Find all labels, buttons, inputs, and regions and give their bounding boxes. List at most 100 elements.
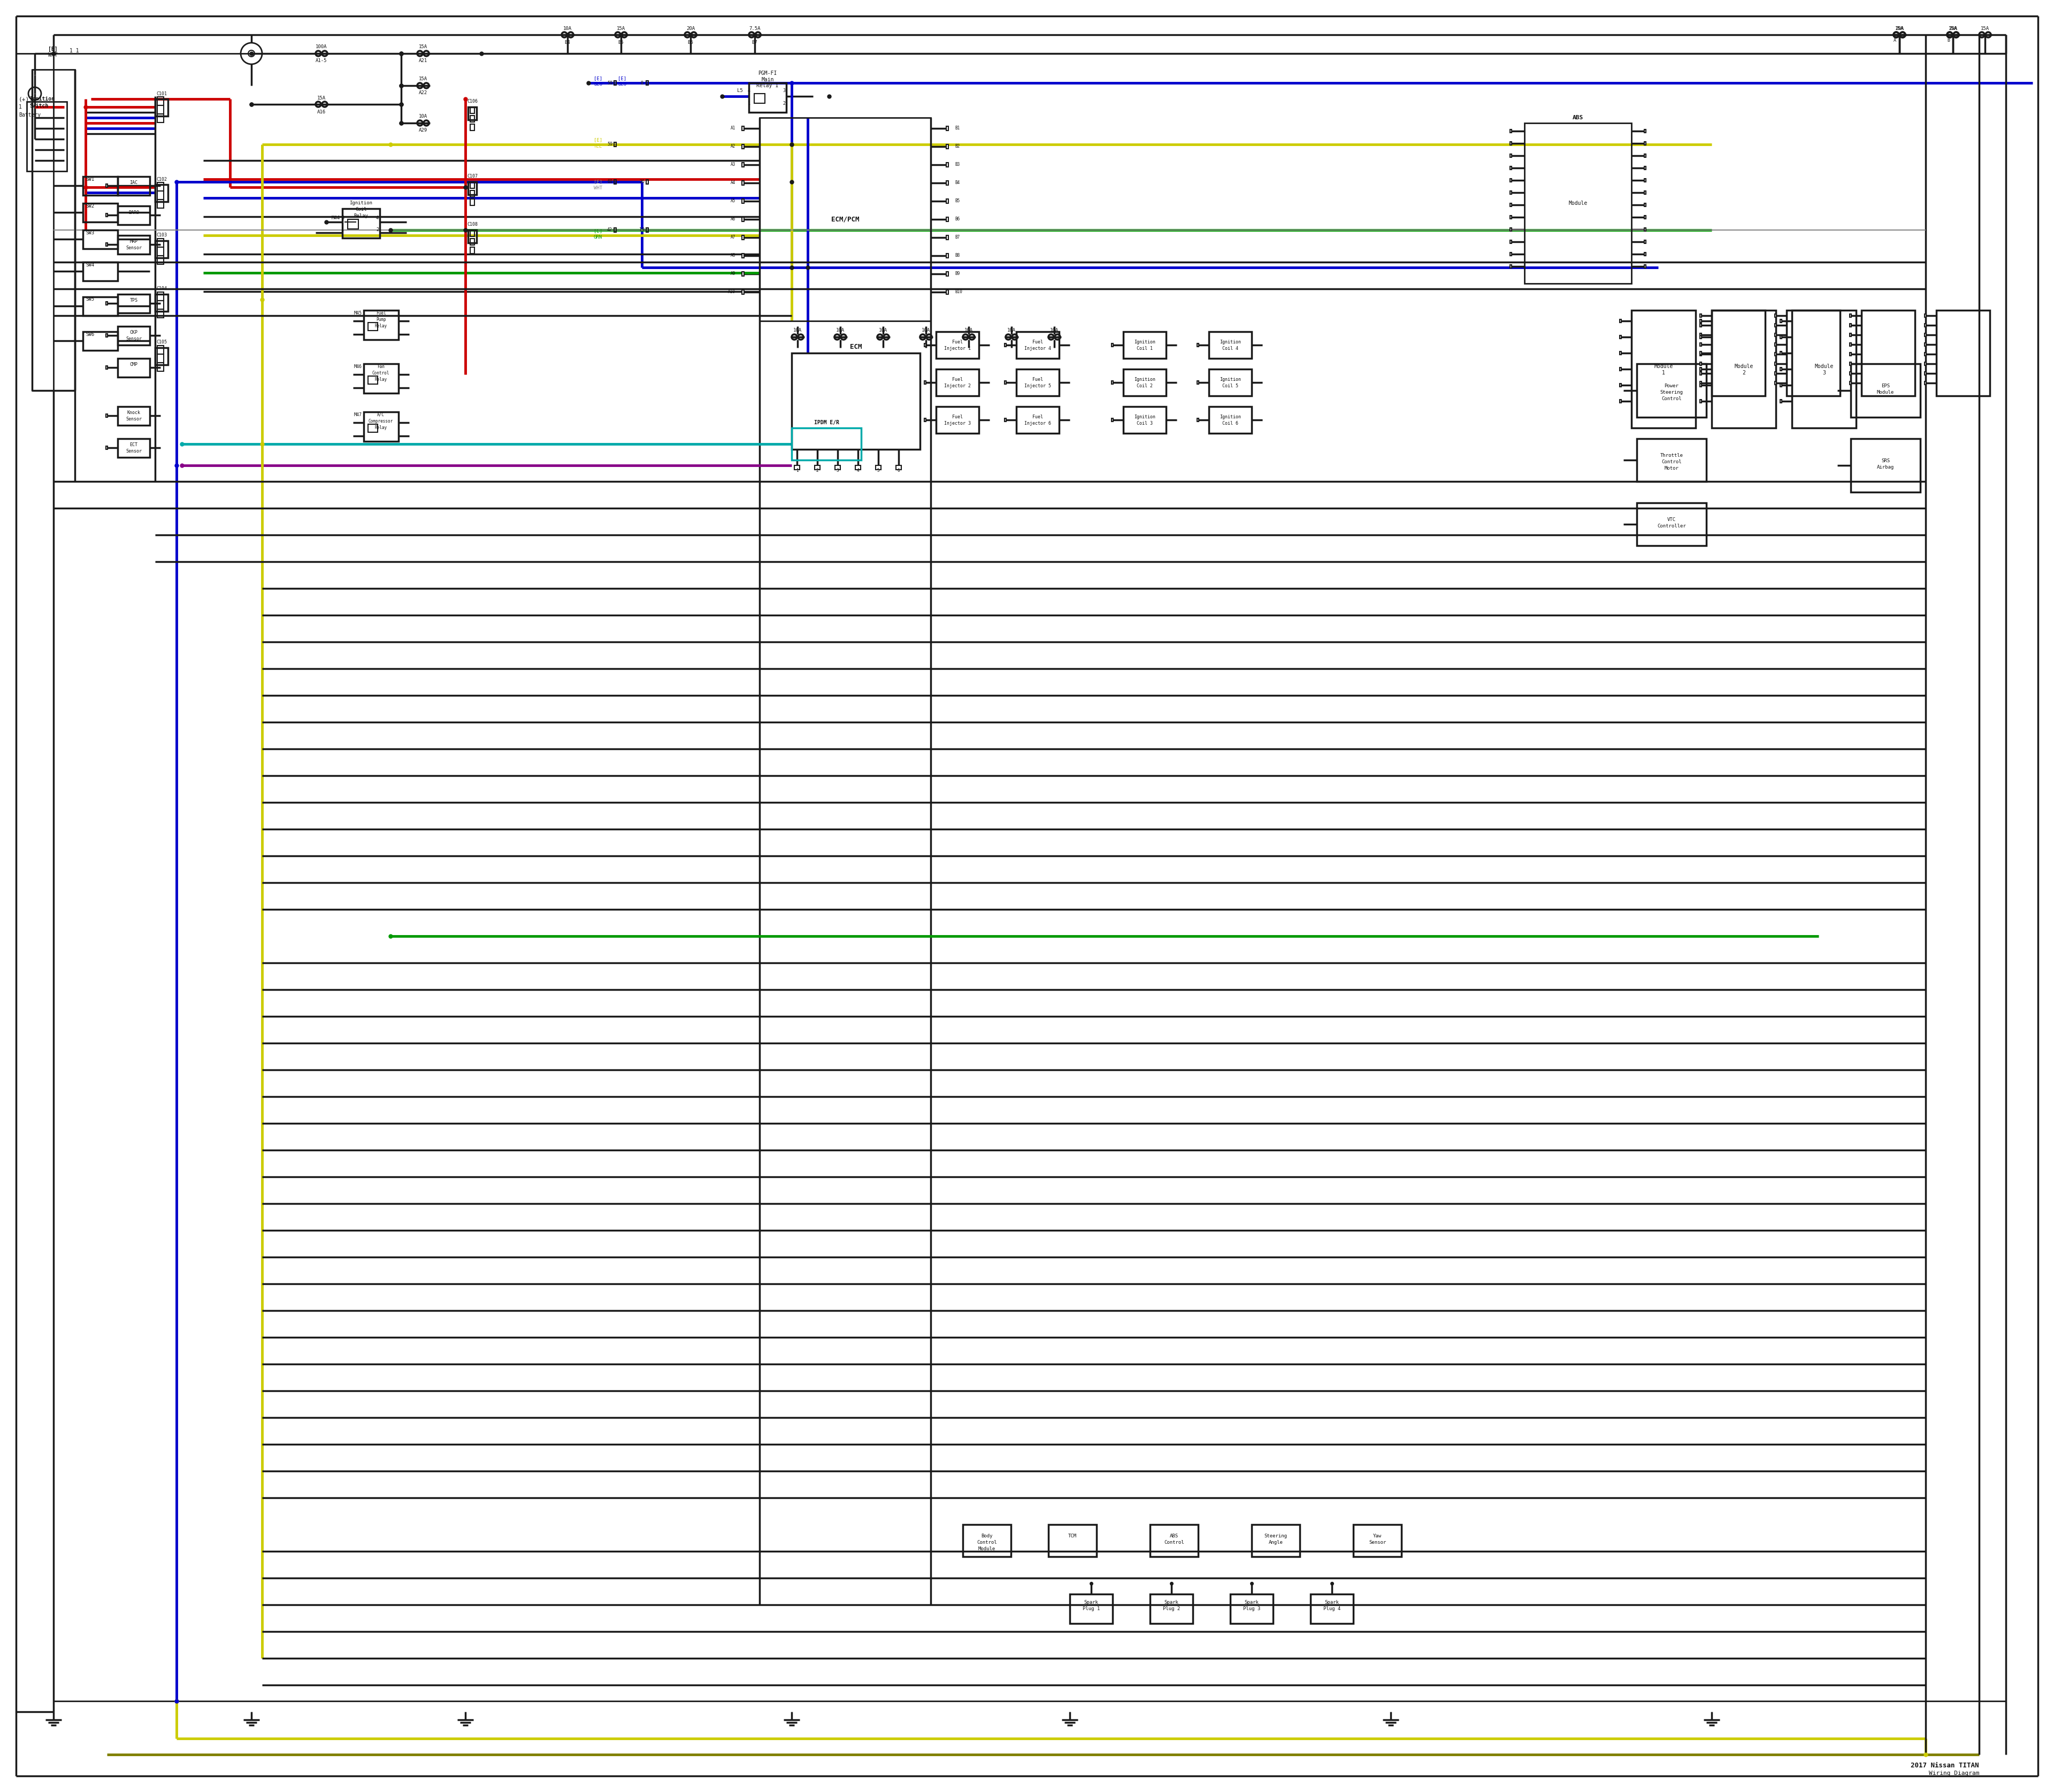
Bar <box>791 428 861 461</box>
Bar <box>741 235 744 240</box>
Text: Plug 4: Plug 4 <box>1323 1606 1341 1611</box>
Bar <box>468 229 477 244</box>
Text: SW2: SW2 <box>86 204 94 208</box>
Bar <box>896 466 902 470</box>
Bar <box>937 407 980 434</box>
Text: WHT: WHT <box>47 52 58 57</box>
Text: YEL: YEL <box>594 143 602 149</box>
Bar <box>117 407 150 425</box>
Bar <box>470 181 474 188</box>
Bar <box>947 217 949 222</box>
Bar <box>158 310 164 317</box>
Bar <box>614 179 616 185</box>
Bar <box>647 81 649 84</box>
Text: 6: 6 <box>898 468 900 473</box>
Text: 15A: 15A <box>1949 25 1957 30</box>
Bar <box>1787 310 1840 396</box>
Text: A16: A16 <box>316 109 327 115</box>
Text: Sensor: Sensor <box>125 418 142 421</box>
Text: Injector 1: Injector 1 <box>945 346 972 351</box>
Text: VTC: VTC <box>1668 518 1676 521</box>
Text: 1: 1 <box>1662 371 1666 376</box>
Bar <box>1791 310 1857 428</box>
Text: 8: 8 <box>641 81 643 86</box>
Text: A5: A5 <box>731 199 735 204</box>
Bar <box>754 93 764 104</box>
Text: Spark: Spark <box>1165 1600 1179 1604</box>
Text: 3: 3 <box>341 215 343 220</box>
Text: [E]: [E] <box>47 47 58 52</box>
Bar <box>1711 310 1777 428</box>
Bar <box>1937 310 1990 396</box>
Text: Control: Control <box>372 371 390 375</box>
Text: Main: Main <box>762 77 774 82</box>
Bar <box>1017 407 1060 434</box>
Text: Relay: Relay <box>374 425 386 430</box>
Bar <box>741 163 744 167</box>
Text: A9: A9 <box>731 271 735 276</box>
Text: 2017 Nissan TITAN: 2017 Nissan TITAN <box>1910 1762 1980 1769</box>
Text: Ignition: Ignition <box>1220 414 1241 419</box>
Bar <box>1070 1595 1113 1624</box>
Text: C104: C104 <box>156 287 166 292</box>
Bar <box>158 256 164 263</box>
Bar <box>741 253 744 258</box>
Text: A: A <box>1894 38 1896 43</box>
Text: Fuel: Fuel <box>953 414 963 419</box>
Text: 15A: 15A <box>1896 25 1904 30</box>
Bar <box>741 145 744 149</box>
Text: 4: 4 <box>748 88 750 93</box>
Bar <box>364 364 398 392</box>
Text: ABS: ABS <box>1573 115 1584 120</box>
Text: A29: A29 <box>419 127 427 133</box>
Text: Spark: Spark <box>1245 1600 1259 1604</box>
Text: 15A: 15A <box>419 45 427 50</box>
Bar <box>947 199 949 202</box>
Bar <box>1210 407 1251 434</box>
Bar <box>470 124 474 131</box>
Text: 10A: 10A <box>563 25 571 30</box>
Text: TPS: TPS <box>129 297 138 303</box>
Bar <box>741 181 744 185</box>
Text: Fuel: Fuel <box>376 310 386 315</box>
Text: C105: C105 <box>156 340 166 344</box>
Text: B5: B5 <box>618 39 624 45</box>
Bar <box>470 247 474 253</box>
Text: Sensor: Sensor <box>125 450 142 453</box>
Bar <box>343 208 380 238</box>
Bar <box>647 179 649 185</box>
Text: L5: L5 <box>737 88 744 93</box>
Text: [E]: [E] <box>594 179 602 185</box>
Bar <box>82 332 117 351</box>
Text: B3: B3 <box>955 163 959 167</box>
Text: 2: 2 <box>783 100 785 106</box>
Text: Injector 6: Injector 6 <box>1025 421 1052 426</box>
Bar <box>1861 310 1914 396</box>
Bar <box>875 466 881 470</box>
Bar <box>937 369 980 396</box>
Bar <box>1631 310 1697 428</box>
Text: Pump: Pump <box>376 317 386 323</box>
Text: Fuel: Fuel <box>1033 340 1043 344</box>
Text: Fuel: Fuel <box>1033 414 1043 419</box>
Bar <box>158 346 164 355</box>
Text: Coil 2: Coil 2 <box>1136 383 1152 389</box>
Bar <box>27 102 68 172</box>
Bar <box>741 272 744 276</box>
Bar <box>647 228 649 233</box>
Text: Battery: Battery <box>18 113 41 118</box>
Text: Relay: Relay <box>374 323 386 328</box>
Bar <box>741 290 744 294</box>
Text: IPDM E/R: IPDM E/R <box>813 419 838 425</box>
Text: 4: 4 <box>857 468 859 473</box>
Text: Yaw: Yaw <box>1372 1534 1382 1539</box>
Bar <box>470 115 474 122</box>
Text: WHT: WHT <box>594 186 602 190</box>
Bar <box>158 183 164 192</box>
Bar <box>364 412 398 441</box>
Bar <box>1210 332 1251 358</box>
Bar <box>741 125 744 131</box>
Text: BARO: BARO <box>127 210 140 215</box>
Bar <box>614 142 616 147</box>
Text: A8: A8 <box>731 253 735 258</box>
